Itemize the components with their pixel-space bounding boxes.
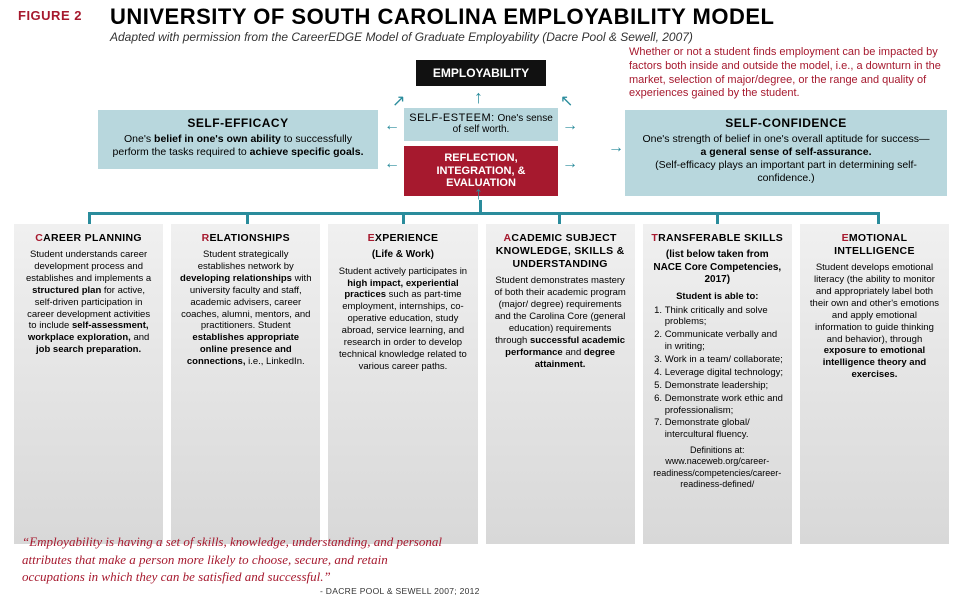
pillar: RELATIONSHIPS Student strategically estab… (171, 224, 320, 544)
pillar-body: Student demonstrates mastery of both the… (494, 275, 627, 370)
self-esteem-box: SELF-ESTEEM: One's sense of self worth. (404, 108, 558, 141)
pillar-definitions-link: Definitions at: www.naceweb.org/career-r… (651, 445, 784, 490)
arrow-diag-icon: ↖ (560, 94, 573, 110)
list-item: Work in a team/ collaborate; (665, 354, 784, 366)
self-confidence-body: One's strength of belief in one's overal… (642, 133, 929, 184)
text-bold: belief in one's own ability (154, 133, 281, 145)
figure-label: FIGURE 2 (18, 8, 82, 23)
text: One's strength of belief in one's overal… (642, 133, 929, 145)
list-item: Leverage digital technology; (665, 367, 784, 379)
page-title: UNIVERSITY OF SOUTH CAROLINA EMPLOYABILI… (110, 4, 775, 30)
text-bold: achieve specific goals. (250, 146, 364, 158)
arrow-leftright-icon: ← (384, 118, 400, 134)
connector-line (877, 212, 880, 224)
list-item: Demonstrate global/ intercultural fluenc… (665, 417, 784, 441)
side-note: Whether or not a student finds employmen… (629, 46, 949, 101)
pillar: ACADEMIC SUBJECT KNOWLEDGE, SKILLS & UND… (486, 224, 635, 544)
pillar-title: EXPERIENCE (336, 232, 469, 245)
pillar-body: Student strategically establishes networ… (179, 249, 312, 368)
pillar-subtitle: (list below taken from NACE Core Compete… (651, 249, 784, 287)
pillar-subtitle: (Life & Work) (336, 249, 469, 262)
arrow-leftright-icon: → (562, 156, 578, 172)
quote-attribution: - DACRE POOL & SEWELL 2007; 2012 (320, 586, 480, 596)
text: One's (124, 133, 154, 145)
connector-line (246, 212, 249, 224)
pillar: TRANSFERABLE SKILLS (list below taken fro… (643, 224, 792, 544)
pillar-title: EMOTIONAL INTELLIGENCE (808, 232, 941, 258)
self-efficacy-box: SELF-EFFICACY One's belief in one's own … (98, 110, 378, 169)
arrow-leftright-icon: → (608, 140, 624, 156)
connector-line (402, 212, 405, 224)
pillar-title: RELATIONSHIPS (179, 232, 312, 245)
list-item: Communicate verbally and in writing; (665, 329, 784, 353)
pillars-row: CAREER PLANNING Student understands caree… (14, 224, 949, 544)
pillar-title: ACADEMIC SUBJECT KNOWLEDGE, SKILLS & UND… (494, 232, 627, 271)
pillar-body: Student understands career development p… (22, 249, 155, 356)
list-item: Demonstrate work ethic and professionali… (665, 393, 784, 417)
pillar-body: Student develops emotional literacy (the… (808, 262, 941, 381)
connector-line (558, 212, 561, 224)
pillar: EMOTIONAL INTELLIGENCE Student develops e… (800, 224, 949, 544)
pillar-title: TRANSFERABLE SKILLS (651, 232, 784, 245)
self-efficacy-title: SELF-EFFICACY (108, 116, 368, 131)
pillar-lead: Student is able to: (651, 291, 784, 303)
text-bold: a general sense of self-assurance. (701, 146, 872, 158)
self-efficacy-body: One's belief in one's own ability to suc… (113, 133, 364, 158)
self-esteem-title: SELF-ESTEEM: (409, 112, 494, 124)
arrow-leftright-icon: → (562, 118, 578, 134)
self-confidence-title: SELF-CONFIDENCE (635, 116, 937, 131)
quote: “Employability is having a set of skills… (22, 533, 452, 586)
pillar-list: Think critically and solve problems;Comm… (651, 305, 784, 442)
pillar-title: CAREER PLANNING (22, 232, 155, 245)
arrow-diag-icon: ↗ (392, 94, 405, 110)
subtitle: Adapted with permission from the CareerE… (110, 30, 693, 44)
arrow-up-icon: ↑ (474, 88, 483, 106)
connector-line (88, 212, 880, 215)
pillar-body: Student actively participates in high im… (336, 266, 469, 373)
arrow-leftright-icon: ← (384, 156, 400, 172)
connector-line (88, 212, 91, 224)
list-item: Demonstrate leadership; (665, 380, 784, 392)
text: (Self-efficacy plays an important part i… (655, 159, 917, 184)
self-confidence-box: SELF-CONFIDENCE One's strength of belief… (625, 110, 947, 196)
pillar: EXPERIENCE (Life & Work) Student actively … (328, 224, 477, 544)
pillar: CAREER PLANNING Student understands caree… (14, 224, 163, 544)
employability-box: EMPLOYABILITY (416, 60, 546, 86)
connector-line (716, 212, 719, 224)
list-item: Think critically and solve problems; (665, 305, 784, 329)
